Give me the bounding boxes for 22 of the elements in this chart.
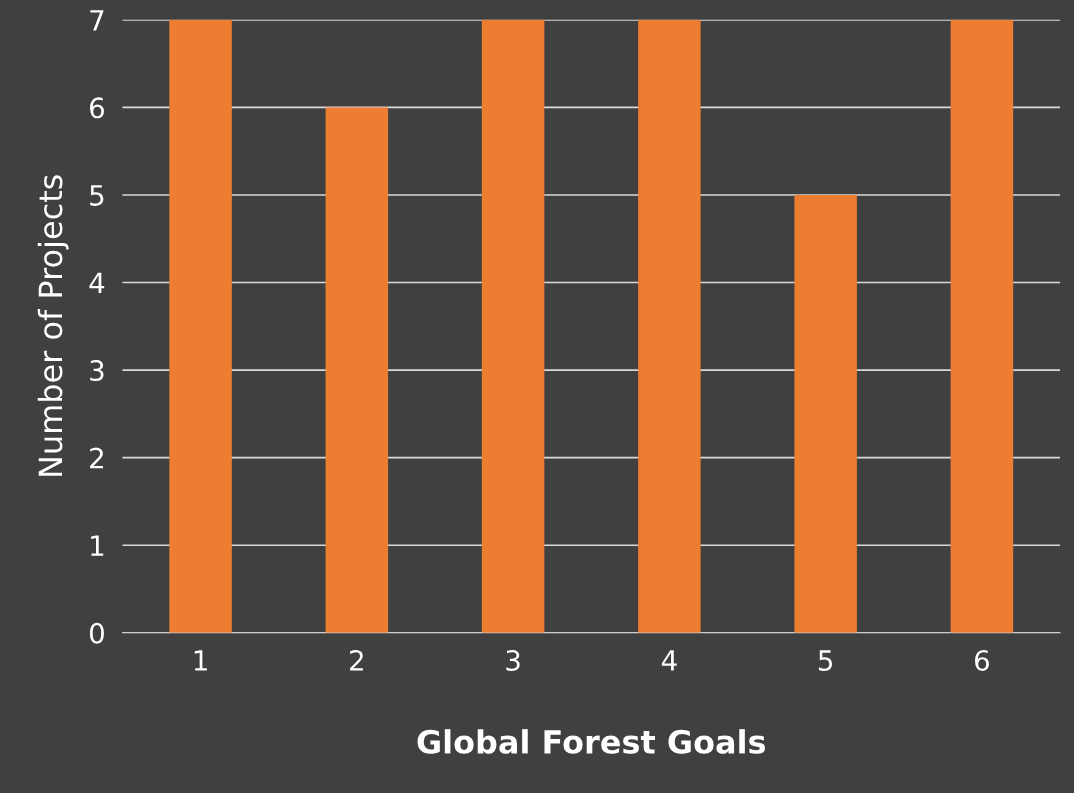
bar — [481, 19, 545, 633]
y-tick-label: 7 — [90, 10, 104, 31]
y-tick-label: 1 — [91, 535, 104, 556]
x-tick-label: 2 — [350, 649, 363, 671]
x-tick-label: 6 — [975, 649, 989, 671]
y-tick-label: 6 — [90, 97, 105, 119]
bar — [950, 19, 1014, 633]
x-tick-label: 3 — [506, 649, 520, 671]
y-tick-label: 5 — [90, 185, 104, 206]
y-tick-label: 4 — [89, 272, 105, 294]
bar — [325, 107, 389, 633]
y-axis-title: Number of Projects — [37, 175, 69, 476]
y-tick-label: 3 — [90, 360, 104, 382]
bar — [169, 19, 232, 633]
x-tick-label: 5 — [818, 650, 833, 671]
bar — [638, 19, 701, 633]
x-tick-label: 4 — [661, 650, 677, 671]
bar — [794, 194, 857, 633]
y-tick-label: 2 — [90, 447, 103, 469]
x-tick-label: 1 — [194, 650, 207, 671]
x-axis-title: Global Forest Goals — [417, 729, 766, 754]
y-tick-label: 0 — [89, 622, 104, 644]
